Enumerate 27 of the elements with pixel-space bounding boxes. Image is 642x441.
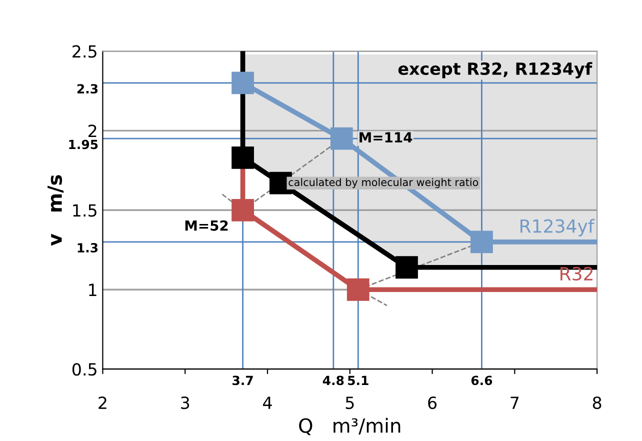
y-tick-label: 1 [89,284,96,296]
x-tick-label: 8 [592,396,602,410]
x-tick-label: 7 [510,396,519,409]
x-tick-label: 2 [98,396,106,409]
series-label: R1234yf [520,218,595,236]
annotation: calculated by molecular weight ratio [288,178,478,188]
y-axis-title: v m/s [48,175,64,246]
annotation: M=52 [185,220,228,231]
y-tick-label: 2 [88,124,96,137]
ref-line-label: 4.8 [322,376,344,386]
ref-line-label: 3.7 [232,376,253,386]
ref-line-label: 6.6 [471,376,492,386]
x-tick-label: 4 [263,396,272,409]
x-tick-label: 6 [428,396,437,410]
ref-line-label: 1.95 [69,140,98,150]
ref-line-label: 5.1 [348,376,368,386]
series-label: R32 [560,266,592,281]
x-axis-title: Q m³/min [299,418,400,436]
ref-line-label: 1.3 [78,243,98,253]
y-tick-label: 0.5 [72,363,96,376]
x-tick-label: 3 [181,396,190,410]
annotation: M=114 [360,132,412,142]
y-tick-label: 2.5 [72,45,96,58]
annotation: except R32, R1234yf [398,62,592,78]
y-tick-label: 1.5 [73,204,96,217]
x-tick-label: 5 [346,396,354,410]
ref-line-label: 2.3 [77,84,98,94]
